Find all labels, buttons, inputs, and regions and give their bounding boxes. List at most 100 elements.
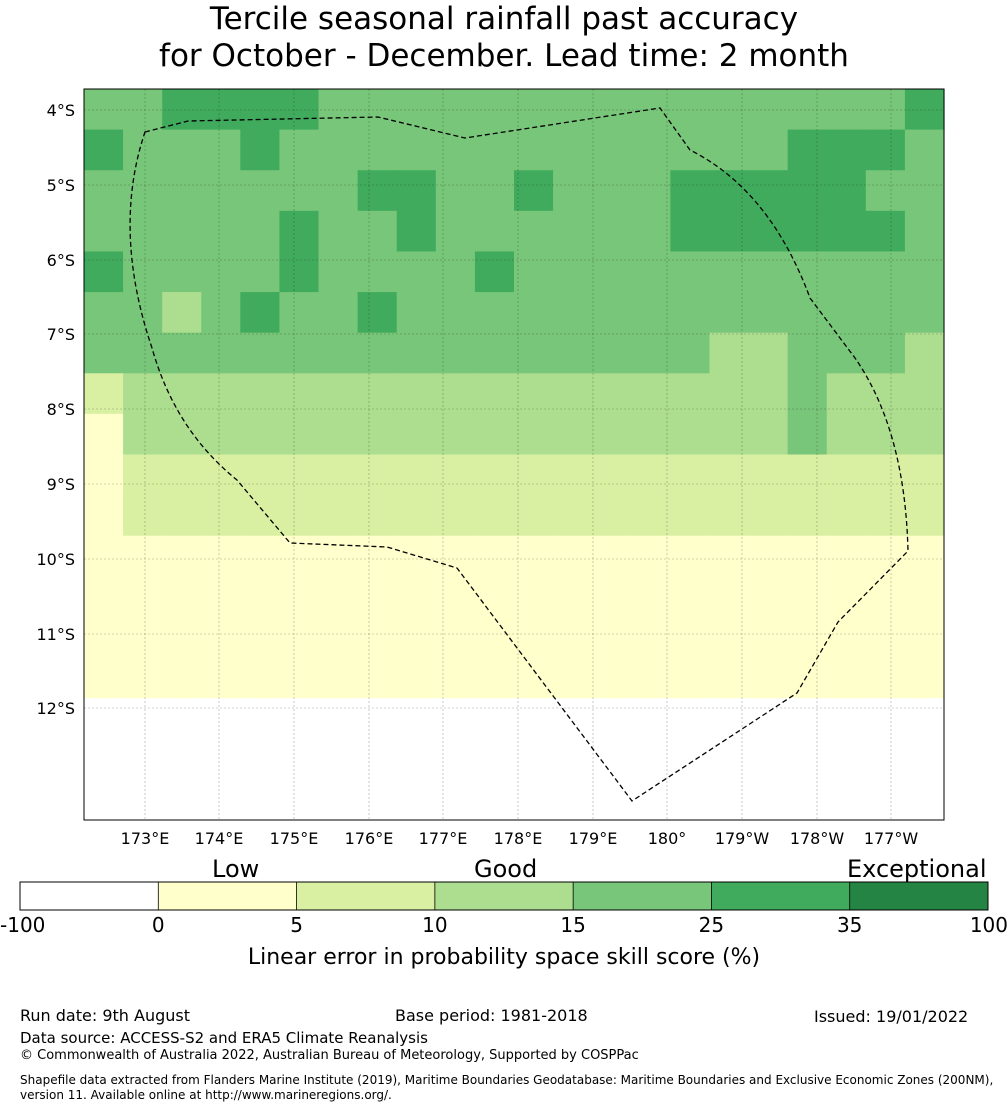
- grid-cell: [553, 251, 593, 293]
- grid-cell: [592, 495, 632, 537]
- run-date: Run date: 9th August: [20, 1006, 190, 1025]
- grid-cell: [787, 657, 828, 699]
- grid-cell: [240, 129, 281, 171]
- grid-cell: [592, 373, 632, 415]
- grid-cell: [357, 129, 398, 171]
- grid-cell: [318, 210, 359, 253]
- grid-cell: [865, 170, 906, 212]
- colorbar-tick-label: 10: [422, 913, 448, 937]
- data-source: Data source: ACCESS-S2 and ERA5 Climate …: [20, 1029, 428, 1047]
- grid-cell: [592, 292, 632, 334]
- grid-cell: [670, 535, 711, 577]
- grid-cell: [123, 535, 163, 577]
- grid-cell: [435, 251, 476, 293]
- grid-cell: [435, 616, 476, 659]
- grid-cell: [474, 170, 515, 212]
- grid-cell: [904, 210, 945, 253]
- grid-cell: [748, 616, 789, 659]
- grid-cell: [709, 413, 750, 456]
- grid-cell: [709, 292, 750, 334]
- grid-cell: [592, 129, 632, 171]
- grid-cell: [631, 373, 671, 415]
- grid-cell: [865, 738, 906, 780]
- grid-cell: [318, 170, 359, 212]
- grid-cell: [709, 454, 750, 496]
- grid-cell: [123, 616, 163, 659]
- grid-cell: [357, 779, 398, 821]
- grid-cell: [162, 413, 202, 456]
- grid-cell: [904, 129, 945, 171]
- grid-cell: [474, 616, 515, 659]
- grid-cell: [435, 738, 476, 780]
- grid-cell: [240, 535, 281, 577]
- grid-cell: [474, 576, 515, 618]
- grid-cell: [318, 535, 359, 577]
- grid-cell: [904, 89, 945, 131]
- grid-cell: [279, 210, 320, 253]
- grid-cell: [514, 657, 554, 699]
- grid-cell: [474, 657, 515, 699]
- grid-cell: [201, 251, 241, 293]
- grid-cell: [240, 779, 281, 821]
- grid-cell: [826, 332, 867, 374]
- grid-cell: [84, 129, 124, 171]
- grid-cell: [123, 292, 163, 334]
- grid-cell: [279, 332, 320, 374]
- grid-cell: [435, 332, 476, 374]
- grid-cell: [84, 170, 124, 212]
- grid-cell: [514, 129, 554, 171]
- grid-cell: [553, 576, 593, 618]
- grid-cell: [318, 576, 359, 618]
- grid-cell: [748, 657, 789, 699]
- grid-cell: [240, 616, 281, 659]
- grid-cell: [240, 292, 281, 334]
- legend-category-low: Low: [212, 855, 260, 883]
- grid-cell: [592, 779, 632, 821]
- colorbar-segment: [849, 882, 989, 910]
- grid-cell: [709, 89, 750, 131]
- grid-cell: [748, 373, 789, 415]
- colorbar: [19, 881, 989, 911]
- grid-cell: [553, 413, 593, 456]
- grid-cell: [748, 738, 789, 780]
- grid-cell: [357, 332, 398, 374]
- grid-cell: [474, 251, 515, 293]
- grid-cell: [709, 373, 750, 415]
- grid-cell: [553, 332, 593, 374]
- grid-cell: [631, 170, 671, 212]
- grid-cell: [787, 251, 828, 293]
- grid-cell: [123, 89, 163, 131]
- grid-cell: [396, 251, 437, 293]
- grid-cell: [84, 779, 124, 821]
- grid-cell: [748, 129, 789, 171]
- grid-cell: [396, 738, 437, 780]
- grid-cell: [865, 616, 906, 659]
- grid-cell: [201, 657, 241, 699]
- grid-cell: [592, 210, 632, 253]
- grid-cell: [162, 89, 202, 131]
- grid-cell: [435, 698, 476, 740]
- lat-label: 11°S: [36, 625, 75, 644]
- grid-cell: [826, 210, 867, 253]
- shapefile-credit-line-2: version 11. Available online at http://w…: [20, 1088, 392, 1102]
- grid-cell: [748, 454, 789, 496]
- grid-cell: [84, 454, 124, 496]
- grid-cell: [865, 373, 906, 415]
- grid-cell: [357, 454, 398, 496]
- lon-label: 180°: [648, 829, 687, 848]
- grid-cell: [162, 657, 202, 699]
- grid-cell: [162, 698, 202, 740]
- colorbar-tick-label: 25: [698, 913, 725, 937]
- grid-cell: [396, 292, 437, 334]
- grid-cell: [748, 292, 789, 334]
- grid-cell: [279, 292, 320, 334]
- grid-cell: [514, 251, 554, 293]
- grid-cell: [592, 698, 632, 740]
- grid-cell: [826, 535, 867, 577]
- longitude-labels: 173°E 174°E 175°E 176°E 177°E 178°E 179°E 180° 1…: [121, 829, 919, 848]
- grid-cell: [904, 779, 945, 821]
- grid-cell: [787, 170, 828, 212]
- grid-cell: [357, 698, 398, 740]
- grid-cell: [162, 373, 202, 415]
- grid-cell: [514, 454, 554, 496]
